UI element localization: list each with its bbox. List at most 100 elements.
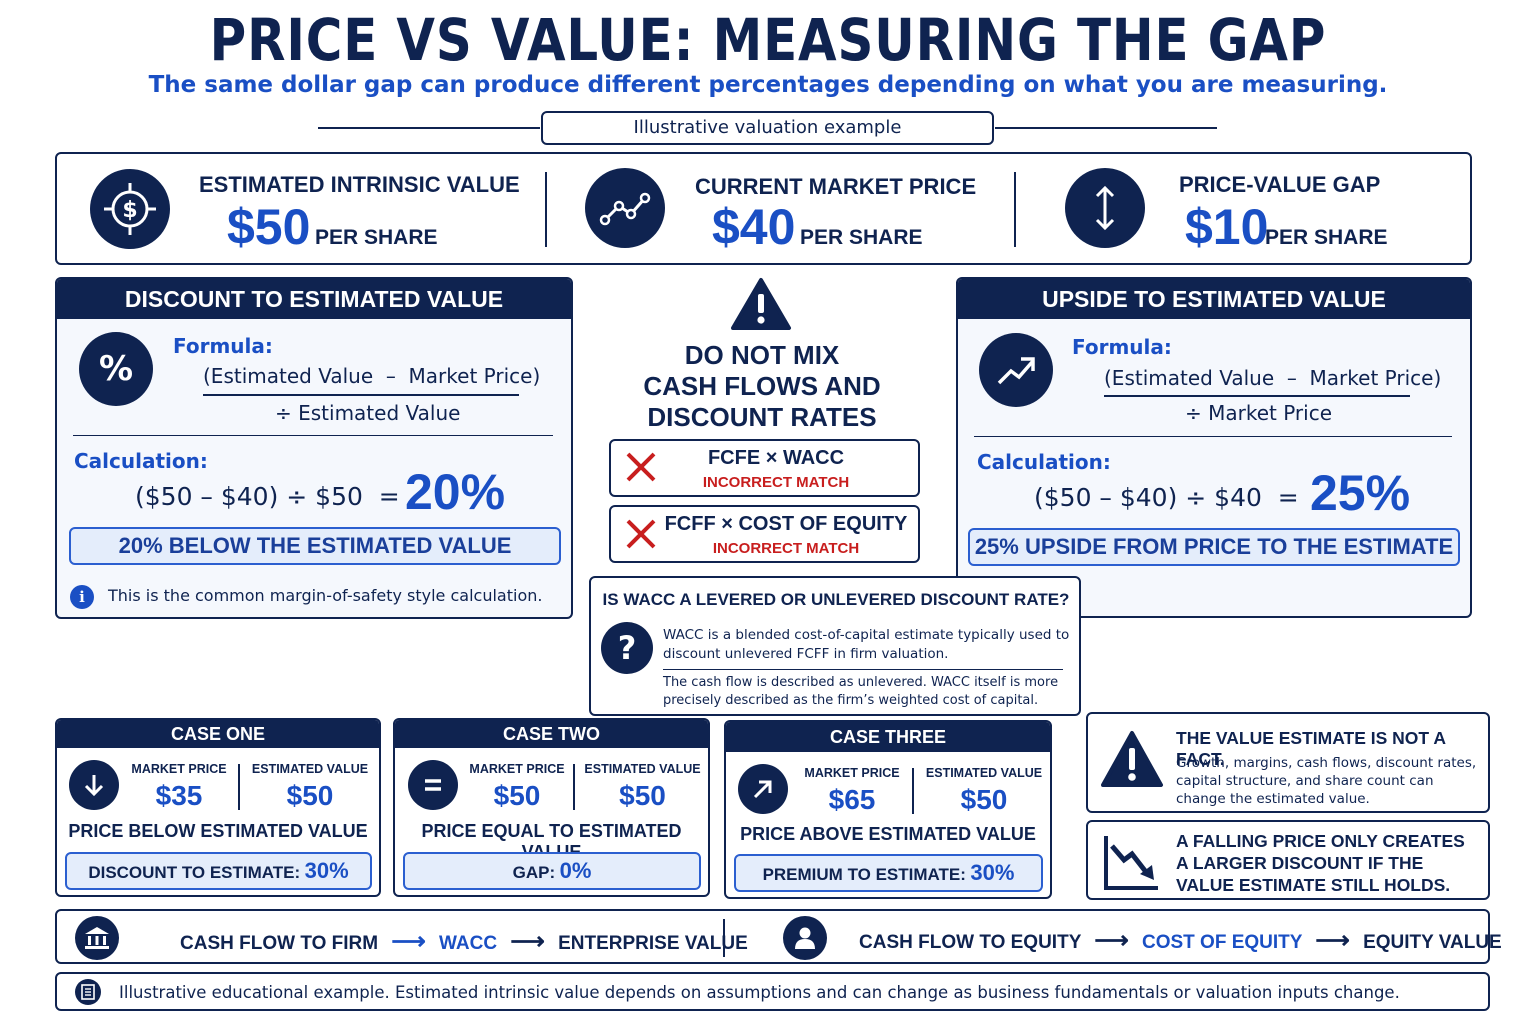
cross-icon	[623, 516, 659, 556]
case-estimated-value-label: ESTIMATED VALUE	[584, 762, 701, 776]
discount-banner: 20% BELOW THE ESTIMATED VALUE	[69, 527, 561, 565]
market-price-unit: PER SHARE	[800, 226, 923, 249]
equity-rate: COST OF EQUITY	[1142, 932, 1303, 953]
warning-title-line: CASH FLOWS AND	[643, 371, 881, 401]
mismatch-pair: FCFE × WACC	[707, 447, 845, 469]
arrow-right-icon: ⟶	[1094, 927, 1129, 954]
firm-value: ENTERPRISE VALUE	[558, 933, 748, 954]
case-estimated-value-label: ESTIMATED VALUE	[251, 762, 369, 776]
gap-value: $10	[1185, 199, 1269, 255]
case-estimated-value-label: ESTIMATED VALUE	[925, 766, 1043, 780]
page-subtitle: The same dollar gap can produce differen…	[148, 72, 1388, 98]
case-estimated-value: $50	[619, 780, 666, 811]
case-card: CASE ONE MARKET PRICE $35 ESTIMATED VALU…	[55, 718, 381, 897]
upside-formula-label: Formula:	[1072, 335, 1172, 359]
case-title: CASE TWO	[395, 720, 708, 748]
discount-numerator: (Estimated Value – Market Price)	[203, 364, 541, 388]
market-price: $40	[712, 199, 796, 255]
case-market-price-label: MARKET PRICE	[469, 762, 565, 776]
upside-result: 25%	[1310, 465, 1411, 521]
section-divider	[73, 435, 553, 436]
discount-denominator: ÷ Estimated Value	[275, 401, 461, 425]
fact-text: Growth, margins, cash flows, discount ra…	[1176, 755, 1477, 807]
case-divider	[573, 764, 575, 810]
case-title: CASE THREE	[726, 722, 1050, 752]
arrow-right-icon: ⟶	[1315, 927, 1350, 954]
case-description: PRICE BELOW ESTIMATED VALUE	[68, 821, 368, 841]
upside-calc-label: Calculation:	[977, 450, 1111, 474]
summary-divider	[1014, 172, 1016, 247]
case-card: CASE THREE MARKET PRICE $65 ESTIMATED VA…	[724, 720, 1052, 899]
case-market-price-label: MARKET PRICE	[131, 762, 227, 776]
market-price-label: CURRENT MARKET PRICE	[695, 174, 977, 199]
summary-panel: $ ESTIMATED INTRINSIC VALUE $50 PER SHAR…	[55, 152, 1472, 265]
case-result-value: 30%	[970, 860, 1015, 885]
case-estimated-value: $50	[960, 784, 1008, 815]
estimate-not-fact-card: THE VALUE ESTIMATE IS NOT A FACT. Growth…	[1086, 712, 1490, 813]
case-divider	[238, 764, 240, 810]
info-icon: i	[70, 585, 94, 609]
mismatch-pair: FCFF × COST OF EQUITY	[664, 513, 908, 535]
fraction-bar	[1104, 395, 1410, 397]
case-market-price: $50	[493, 780, 541, 811]
firm-flow: CASH FLOW TO FIRM ⟶ WACC ⟶ ENTERPRISE VA…	[180, 927, 748, 956]
case-card: CASE TWO MARKET PRICE $50 ESTIMATED VALU…	[393, 718, 710, 897]
discount-title: DISCOUNT TO ESTIMATED VALUE	[57, 279, 571, 319]
wacc-question-panel: IS WACC A LEVERED OR UNLEVERED DISCOUNT …	[589, 576, 1081, 716]
case-title: CASE ONE	[57, 720, 379, 748]
arrow-up-right-icon	[738, 764, 788, 814]
document-icon	[75, 979, 101, 1005]
case-market-price: $35	[155, 780, 203, 811]
mismatch-verdict: INCORRECT MATCH	[702, 474, 850, 491]
arrow-down-icon	[69, 760, 119, 810]
case-divider	[912, 768, 914, 814]
intrinsic-value-unit: PER SHARE	[315, 226, 438, 249]
case-result: DISCOUNT TO ESTIMATE: 30%	[65, 852, 372, 890]
upside-panel: UPSIDE TO ESTIMATED VALUE Formula: (Esti…	[956, 277, 1472, 618]
discount-formula-label: Formula:	[173, 334, 273, 358]
trending-up-icon	[979, 333, 1053, 407]
firm-rate: WACC	[439, 933, 498, 954]
gap-label: PRICE-VALUE GAP	[1179, 172, 1381, 197]
case-estimated-value: $50	[286, 780, 334, 811]
falling-price-card: A FALLING PRICE ONLY CREATES A LARGER DI…	[1086, 820, 1490, 900]
gap-unit: PER SHARE	[1265, 226, 1388, 249]
equity-value: EQUITY VALUE	[1363, 932, 1502, 953]
case-result: PREMIUM TO ESTIMATE: 30%	[734, 854, 1043, 892]
question-icon: ?	[601, 622, 653, 674]
case-market-price-label: MARKET PRICE	[804, 766, 900, 780]
intrinsic-value: $50	[227, 199, 311, 255]
warning-title-line: DO NOT MIX	[684, 340, 840, 370]
svg-text:$: $	[122, 198, 137, 223]
case-result-value: 0%	[559, 858, 592, 883]
upside-denominator: ÷ Market Price	[1185, 401, 1333, 425]
line-chart-icon	[585, 168, 665, 248]
mismatch-card: FCFE × WACC INCORRECT MATCH	[609, 439, 920, 497]
case-result-value: 30%	[304, 858, 349, 883]
upside-title: UPSIDE TO ESTIMATED VALUE	[958, 279, 1470, 319]
question-divider	[663, 669, 1063, 670]
discount-calc: ($50 – $40) ÷ $50 =	[135, 482, 400, 511]
equity-flow: CASH FLOW TO EQUITY ⟶ COST OF EQUITY ⟶ E…	[859, 926, 1502, 955]
footer-disclaimer: Illustrative educational example. Estima…	[55, 972, 1490, 1011]
case-result-label: GAP:	[512, 863, 556, 882]
discount-note: This is the common margin-of-safety styl…	[108, 586, 543, 605]
discount-panel: DISCOUNT TO ESTIMATED VALUE % Formula: (…	[55, 277, 573, 619]
warning-triangle-icon	[730, 277, 792, 331]
upside-calc: ($50 – $40) ÷ $40 =	[1034, 483, 1299, 512]
divider-left	[318, 127, 540, 129]
summary-divider	[545, 172, 547, 247]
firm-cash-flow: CASH FLOW TO FIRM	[180, 933, 379, 954]
divider-right	[995, 127, 1217, 129]
valuation-flow-strip: CASH FLOW TO FIRM ⟶ WACC ⟶ ENTERPRISE VA…	[55, 909, 1502, 964]
question-title: IS WACC A LEVERED OR UNLEVERED DISCOUNT …	[602, 590, 1070, 609]
example-tag: Illustrative valuation example	[541, 111, 994, 145]
percent-icon: %	[79, 332, 153, 406]
discount-result: 20%	[405, 464, 506, 520]
mismatch-card: FCFF × COST OF EQUITY INCORRECT MATCH	[609, 505, 920, 563]
upside-numerator: (Estimated Value – Market Price)	[1104, 366, 1442, 390]
cross-icon	[623, 449, 659, 489]
warning-title: DO NOT MIX CASH FLOWS AND DISCOUNT RATES	[612, 340, 912, 433]
case-result-label: DISCOUNT TO ESTIMATE:	[88, 863, 301, 882]
user-icon	[783, 916, 827, 960]
